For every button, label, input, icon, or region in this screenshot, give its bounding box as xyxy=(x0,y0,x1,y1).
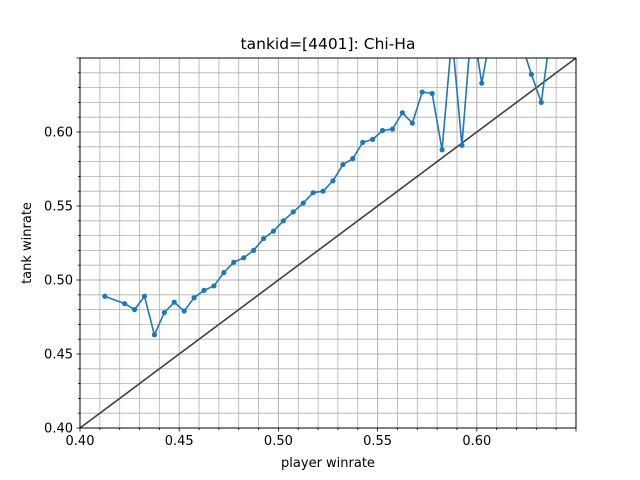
x-tick-label: 0.55 xyxy=(363,434,392,449)
data-point xyxy=(141,293,148,299)
data-point xyxy=(479,80,485,86)
data-point xyxy=(151,332,157,338)
data-point xyxy=(320,188,326,194)
data-point xyxy=(231,259,237,265)
data-point xyxy=(191,295,197,301)
data-point xyxy=(280,218,286,224)
y-tick-label: 0.60 xyxy=(44,126,73,141)
x-axis-label: player winrate xyxy=(281,456,375,471)
data-point xyxy=(419,89,425,95)
data-point xyxy=(270,228,277,234)
x-tick-label: 0.45 xyxy=(165,434,194,449)
data-point xyxy=(549,26,554,31)
data-point xyxy=(469,18,474,23)
data-point xyxy=(131,307,138,313)
data-point xyxy=(379,127,386,134)
data-point xyxy=(519,41,524,46)
data-point xyxy=(360,139,366,145)
data-point xyxy=(340,161,346,168)
diagonal-layer xyxy=(80,58,576,428)
y-tick-label: 0.50 xyxy=(44,274,73,289)
y-axis-label: tank winrate xyxy=(20,202,35,284)
data-point xyxy=(399,110,405,116)
data-point xyxy=(171,299,177,305)
x-tick-label: 0.40 xyxy=(66,434,95,449)
x-tick-label: 0.50 xyxy=(264,434,293,449)
data-point xyxy=(528,71,534,77)
data-point xyxy=(241,255,247,261)
data-point xyxy=(429,90,435,97)
data-point xyxy=(251,247,257,253)
grid-lines xyxy=(79,57,577,429)
data-point xyxy=(330,178,336,184)
x-tick-label: 0.60 xyxy=(462,434,491,449)
data-point xyxy=(439,147,445,153)
data-point xyxy=(211,283,217,289)
y-tick-label: 0.45 xyxy=(44,348,73,363)
data-point xyxy=(409,120,415,126)
data-point xyxy=(310,190,316,196)
data-point xyxy=(449,33,454,38)
data-point xyxy=(459,142,465,148)
series-layer xyxy=(102,11,554,338)
y-tick-labels: 0.40 0.45 0.50 0.55 0.60 xyxy=(44,126,73,437)
data-point xyxy=(300,200,306,206)
data-point xyxy=(122,301,128,307)
data-point xyxy=(290,209,296,215)
data-point xyxy=(201,287,207,293)
data-point xyxy=(181,308,187,314)
diagonal-reference-line xyxy=(80,58,576,428)
data-point xyxy=(221,270,227,276)
data-point xyxy=(389,126,396,132)
data-point xyxy=(489,26,494,31)
data-point xyxy=(102,293,108,299)
data-point xyxy=(538,99,544,105)
tick-marks xyxy=(76,57,577,432)
plot-frame xyxy=(79,57,577,429)
y-tick-label: 0.55 xyxy=(44,200,73,215)
chart-title: tankid=[4401]: Chi-Ha xyxy=(241,35,416,53)
x-tick-labels: 0.40 0.45 0.50 0.55 0.60 xyxy=(66,434,492,449)
y-tick-label: 0.40 xyxy=(44,422,73,437)
data-point xyxy=(350,156,356,162)
data-point xyxy=(260,235,267,242)
data-point xyxy=(161,309,167,316)
data-point xyxy=(370,136,376,142)
data-point xyxy=(499,11,504,16)
